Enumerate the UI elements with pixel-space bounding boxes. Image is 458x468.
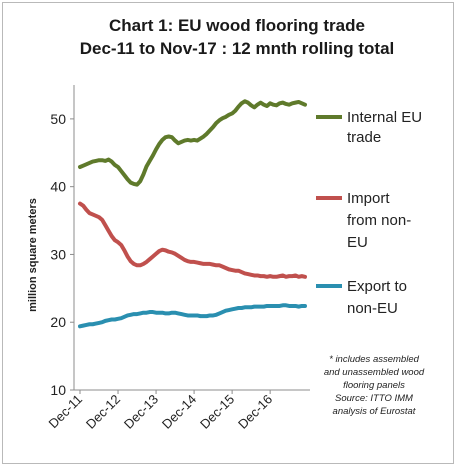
y-axis-title: million square meters <box>27 198 39 312</box>
series-lines <box>78 99 307 329</box>
legend-label-internal-eu-line-1: Internal EU <box>347 109 422 126</box>
source-note-line-4: Source: ITTO IMM <box>335 393 413 404</box>
y-axis-ticks: 10 20 30 40 50 <box>50 111 74 398</box>
y-tick-label: 10 <box>50 382 66 398</box>
series-line-1 <box>78 201 307 279</box>
source-note-line-5: analysis of Eurostat <box>333 406 416 417</box>
legend-label-import-line-2: from non- <box>347 212 411 229</box>
legend-label-export-line-1: Export to <box>347 278 407 295</box>
series-line-2 <box>78 303 307 329</box>
legend-item-export: Export to non-EU <box>316 278 407 317</box>
chart-frame <box>2 2 454 464</box>
source-note-line-1: * includes assembled <box>329 354 419 365</box>
source-note-line-3: flooring panels <box>343 380 405 391</box>
x-tick-label: Dec-16 <box>235 392 275 432</box>
chart-title: Chart 1: EU wood flooring trade Dec-11 t… <box>80 16 395 58</box>
source-note-line-2: and unassembled wood <box>324 367 425 378</box>
x-tick-label: Dec-14 <box>159 392 199 432</box>
legend: Internal EU trade Import from non- EU Ex… <box>316 109 422 317</box>
x-tick-label: Dec-15 <box>197 392 237 432</box>
legend-label-import-line-3: EU <box>347 234 368 251</box>
x-tick-label: Dec-12 <box>83 392 123 432</box>
source-note: * includes assembled and unassembled woo… <box>324 354 425 417</box>
y-tick-label: 20 <box>50 314 66 330</box>
legend-item-import: Import from non- EU <box>316 190 411 251</box>
chart-title-line-1: Chart 1: EU wood flooring trade <box>109 16 365 35</box>
y-tick-label: 50 <box>50 111 66 127</box>
x-tick-label: Dec-13 <box>121 392 161 432</box>
series-line-0 <box>78 99 307 187</box>
legend-label-export-line-2: non-EU <box>347 300 398 317</box>
y-tick-label: 40 <box>50 179 66 195</box>
legend-item-internal-eu: Internal EU trade <box>316 109 422 146</box>
y-tick-label: 30 <box>50 246 66 262</box>
legend-label-internal-eu-line-2: trade <box>347 129 381 146</box>
legend-label-import-line-1: Import <box>347 190 390 207</box>
chart-title-line-2: Dec-11 to Nov-17 : 12 mnth rolling total <box>80 39 395 58</box>
